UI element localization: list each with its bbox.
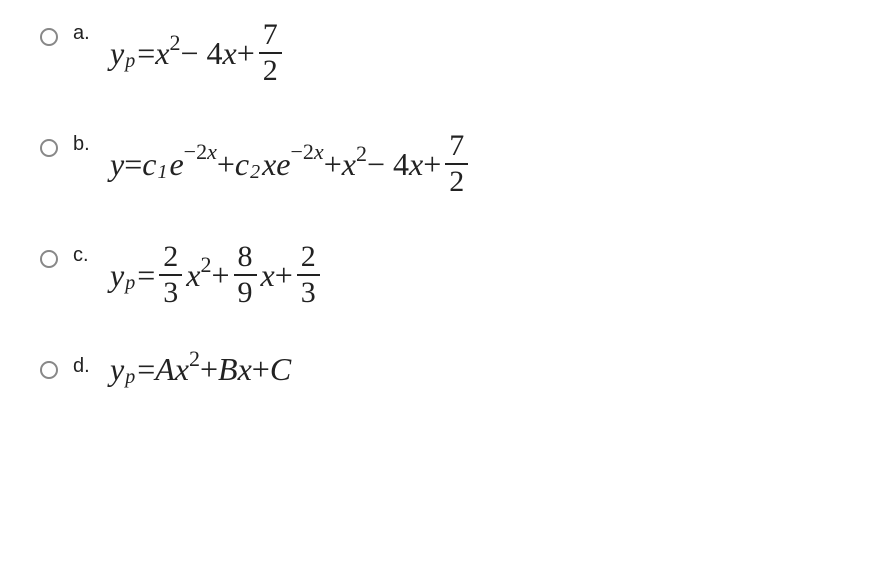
option-d[interactable]: d. y p = A x 2 + B x + C: [40, 353, 832, 385]
equation-a: y p = x 2 − 4 x + 7 2: [110, 20, 286, 86]
var-c1: c: [142, 148, 156, 180]
equation-c: y p = 2 3 x 2 + 8 9 x + 2 3: [110, 242, 324, 308]
option-letter-b: b.: [73, 133, 95, 156]
equals-d: =: [137, 353, 155, 385]
var-xe: xe: [262, 148, 290, 180]
frac-num-b: 7: [445, 131, 468, 165]
option-letter-c: c.: [73, 244, 95, 267]
option-b[interactable]: b. y = c 1 e −2x + c 2 xe −2x + x 2 − 4 …: [40, 131, 832, 197]
var-y: y: [110, 148, 124, 180]
exp-x: x: [207, 139, 217, 164]
var-xb: x: [342, 148, 356, 180]
radio-b[interactable]: [40, 139, 58, 157]
equation-d: y p = A x 2 + B x + C: [110, 353, 291, 385]
sub-p: p: [125, 51, 135, 71]
equals: =: [137, 37, 155, 69]
frac2-den: 9: [234, 276, 257, 308]
var-yd: y: [110, 353, 124, 385]
plusCd: +: [252, 353, 270, 385]
plus1: +: [217, 148, 235, 180]
minus-4: − 4: [180, 37, 222, 69]
plus2c: +: [275, 259, 293, 291]
plus1c: +: [211, 259, 229, 291]
frac1-den: 3: [159, 276, 182, 308]
var-A: A: [155, 353, 175, 385]
radio-c[interactable]: [40, 250, 58, 268]
equation-b: y = c 1 e −2x + c 2 xe −2x + x 2 − 4 x +…: [110, 131, 472, 197]
equals-c: =: [137, 259, 155, 291]
frac3-den: 3: [297, 276, 320, 308]
exp-neg2b: −2: [291, 139, 314, 164]
minus-4b: − 4: [367, 148, 409, 180]
frac1-num: 2: [159, 242, 182, 276]
sub-1: 1: [157, 162, 167, 182]
var-y: y: [110, 37, 124, 69]
frac2-num: 8: [234, 242, 257, 276]
option-a[interactable]: a. y p = x 2 − 4 x + 7 2: [40, 20, 832, 86]
sup-2: 2: [169, 32, 180, 54]
plus: +: [237, 37, 255, 69]
radio-circle-icon: [40, 28, 58, 46]
var-xd1: x: [175, 353, 189, 385]
var-xc1: x: [186, 259, 200, 291]
var-x2b: x: [409, 148, 423, 180]
sub-pc: p: [125, 273, 135, 293]
exp-neg2x-1: −2x: [184, 141, 217, 163]
radio-a[interactable]: [40, 28, 58, 46]
var-x: x: [155, 37, 169, 69]
var-e1: e: [169, 148, 183, 180]
fraction-2-3b: 2 3: [297, 242, 320, 308]
sup-2c: 2: [200, 254, 211, 276]
var-B: B: [218, 353, 238, 385]
radio-d[interactable]: [40, 361, 58, 379]
sub-2: 2: [250, 162, 260, 182]
var-C: C: [270, 353, 291, 385]
option-letter-d: d.: [73, 355, 95, 378]
var-xc2: x: [261, 259, 275, 291]
plus3: +: [423, 148, 441, 180]
frac-den: 2: [259, 54, 282, 86]
sup-2b: 2: [356, 143, 367, 165]
var-xd2: x: [238, 353, 252, 385]
sub-pd: p: [125, 367, 135, 387]
option-letter-a: a.: [73, 22, 95, 45]
radio-circle-icon: [40, 139, 58, 157]
radio-circle-icon: [40, 250, 58, 268]
frac-num: 7: [259, 20, 282, 54]
exp-neg2: −2: [184, 139, 207, 164]
plusBd: +: [200, 353, 218, 385]
fraction-2-3a: 2 3: [159, 242, 182, 308]
radio-circle-icon: [40, 361, 58, 379]
var-yc: y: [110, 259, 124, 291]
fraction-7-2: 7 2: [259, 20, 282, 86]
exp-neg2x-2: −2x: [291, 141, 324, 163]
plus2: +: [324, 148, 342, 180]
exp-xb: x: [314, 139, 324, 164]
sup-2d: 2: [189, 348, 200, 370]
fraction-7-2b: 7 2: [445, 131, 468, 197]
fraction-8-9: 8 9: [234, 242, 257, 308]
equals: =: [124, 148, 142, 180]
frac-den-b: 2: [445, 165, 468, 197]
var-c2: c: [235, 148, 249, 180]
var-x2: x: [223, 37, 237, 69]
option-c[interactable]: c. y p = 2 3 x 2 + 8 9 x + 2 3: [40, 242, 832, 308]
frac3-num: 2: [297, 242, 320, 276]
